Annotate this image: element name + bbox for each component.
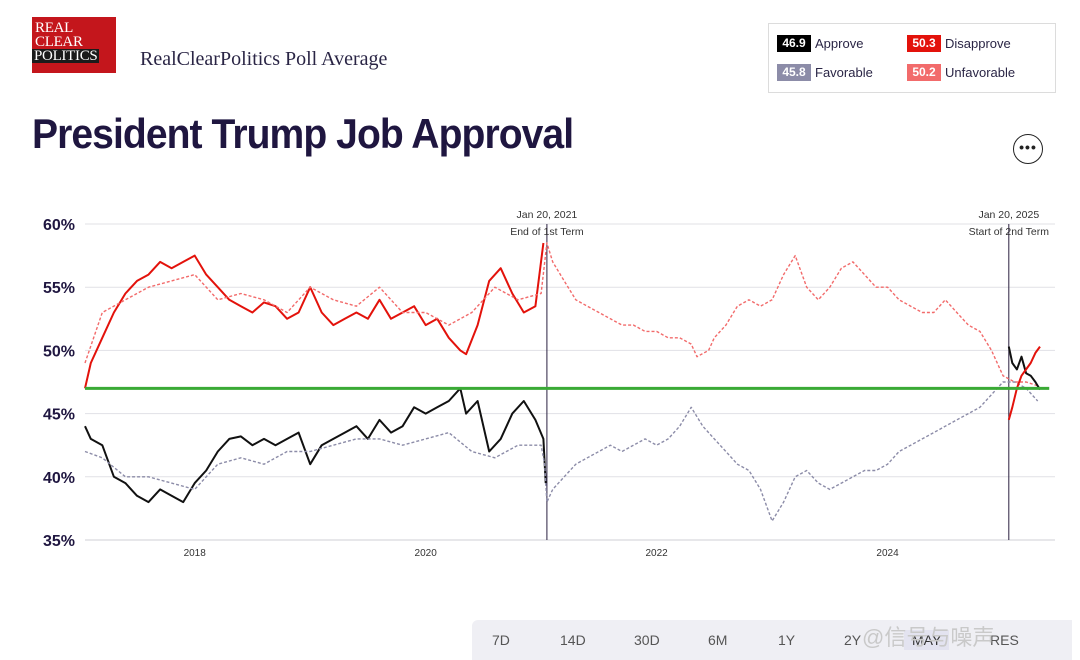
y-tick-label: 45% (43, 407, 75, 424)
legend-favorable-label: Favorable (815, 65, 873, 80)
tab-res[interactable]: RES (990, 632, 1019, 648)
approval-chart: 60% 55% 50% 45% 40% 35% 2018 2020 2022 2024 Jan … (43, 209, 1055, 559)
rcp-logo[interactable]: REAL CLEAR POLITICS (32, 17, 116, 73)
x-tick-label: 2022 (645, 548, 668, 559)
tab-1y[interactable]: 1Y (778, 632, 796, 648)
annotation-label: End of 1st Term (510, 226, 584, 238)
y-axis-ticks: 60% 55% 50% 45% 40% 35% (43, 217, 75, 550)
x-tick-label: 2024 (876, 548, 899, 559)
tab-7d[interactable]: 7D (492, 632, 510, 648)
y-tick-label: 35% (43, 533, 75, 550)
y-tick-label: 40% (43, 470, 75, 487)
legend-unfavorable-label: Unfavorable (945, 65, 1016, 80)
series-lines (84, 242, 1041, 522)
y-tick-label: 50% (43, 343, 75, 360)
range-tabs: 7D 14D 30D 6M 1Y 2Y MAY RES (472, 620, 1072, 660)
chart-legend: 46.9 Approve 50.3 Disapprove 45.8 Favora… (768, 23, 1056, 93)
watermark: @信号与噪声 (862, 625, 995, 650)
term-annotations: Jan 20, 2021 End of 1st Term Jan 20, 2025 S… (510, 209, 1049, 540)
logo-line-1: REAL (35, 20, 73, 36)
page-subtitle: RealClearPolitics Poll Average (140, 48, 388, 70)
logo-line-3: POLITICS (32, 48, 100, 64)
legend-unfavorable-value: 50.2 (907, 64, 941, 81)
more-options-button[interactable]: ••• (1013, 134, 1043, 164)
logo-line-2: CLEAR (35, 34, 83, 50)
legend-disapprove-value: 50.3 (907, 35, 941, 52)
x-axis-ticks: 2018 2020 2022 2024 (184, 548, 900, 559)
y-tick-label: 60% (43, 217, 75, 234)
y-tick-label: 55% (43, 280, 75, 297)
x-tick-label: 2020 (415, 548, 438, 559)
legend-disapprove-label: Disapprove (945, 36, 1011, 51)
series-line-disapprove (84, 242, 545, 389)
tab-6m[interactable]: 6M (708, 632, 728, 648)
x-tick-label: 2018 (184, 548, 207, 559)
series-line-favorable (84, 381, 1039, 522)
legend-unfavorable[interactable]: 50.2 Unfavorable (907, 64, 1015, 81)
legend-approve[interactable]: 46.9 Approve (777, 35, 863, 52)
page-title: President Trump Job Approval (32, 110, 574, 157)
legend-approve-label: Approve (815, 36, 864, 51)
tab-2y[interactable]: 2Y (844, 632, 862, 648)
series-line-unfavorable (84, 242, 1038, 387)
legend-disapprove[interactable]: 50.3 Disapprove (907, 35, 1011, 52)
series-line-disapprove-2025 (1007, 346, 1041, 421)
tab-14d[interactable]: 14D (560, 632, 586, 648)
annotation-date: Jan 20, 2021 (517, 209, 578, 221)
annotation-date: Jan 20, 2025 (978, 209, 1039, 221)
series-line-approve (84, 387, 547, 504)
tab-30d[interactable]: 30D (634, 632, 660, 648)
chart-grid (85, 223, 1055, 541)
legend-approve-value: 46.9 (777, 35, 811, 52)
series-line-approve-2025 (1007, 346, 1041, 391)
legend-favorable[interactable]: 45.8 Favorable (777, 64, 873, 81)
legend-favorable-value: 45.8 (777, 64, 811, 81)
annotation-label: Start of 2nd Term (969, 226, 1050, 238)
tab-may[interactable]: MAY (904, 630, 950, 650)
